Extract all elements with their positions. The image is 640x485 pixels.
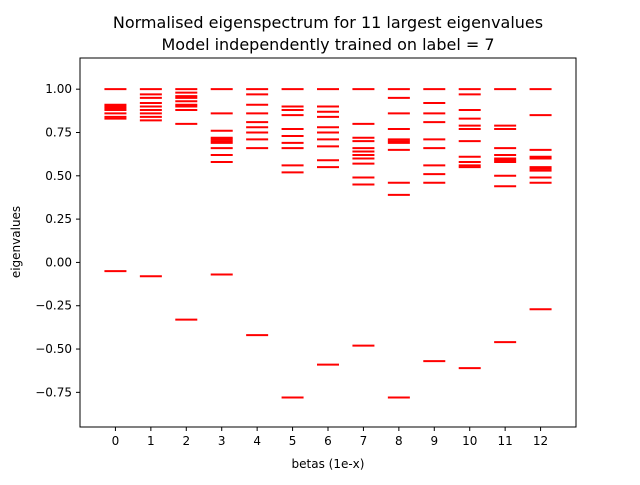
x-tick-label: 8	[395, 434, 403, 448]
y-tick-label: −0.75	[35, 385, 72, 399]
beta-4-eigenvalues	[246, 88, 269, 337]
beta-12-eigenvalues	[529, 88, 552, 311]
x-tick-label: 6	[324, 434, 332, 448]
y-axis-label: eigenvalues	[9, 206, 23, 278]
chart-subtitle: Model independently trained on label = 7	[161, 35, 494, 54]
x-tick-label: 12	[533, 434, 548, 448]
y-tick-label: 0.25	[45, 212, 72, 226]
x-tick-label: 1	[147, 434, 155, 448]
x-tick-label: 0	[112, 434, 120, 448]
beta-5-eigenvalues	[281, 88, 304, 399]
x-tick-label: 3	[218, 434, 226, 448]
beta-2-eigenvalues	[175, 88, 198, 321]
x-axis-ticks: 0 1 2 3 4 5 6 7 8 9 10 11 12	[112, 427, 548, 448]
eigenvalue-marks	[104, 88, 552, 399]
beta-6-eigenvalues	[317, 88, 339, 366]
plot-frame	[79, 57, 577, 428]
beta-1-eigenvalues	[139, 88, 162, 278]
x-tick-label: 2	[182, 434, 190, 448]
beta-10-eigenvalues	[458, 88, 481, 370]
beta-7-eigenvalues	[352, 88, 375, 347]
y-tick-label: −0.25	[35, 299, 72, 313]
y-tick-label: 0.75	[45, 125, 72, 139]
y-axis-ticks: −0.75 −0.50 −0.25 0.00 0.25 0.50 0.75 1.00	[35, 82, 80, 399]
chart-title: Normalised eigenspectrum for 11 largest …	[113, 13, 543, 32]
y-tick-label: 1.00	[45, 82, 72, 96]
x-tick-label: 4	[253, 434, 261, 448]
x-tick-label: 5	[289, 434, 297, 448]
y-tick-label: 0.50	[45, 169, 72, 183]
beta-0-eigenvalues	[104, 88, 127, 273]
beta-8-eigenvalues	[387, 88, 410, 399]
beta-11-eigenvalues	[494, 88, 517, 344]
x-tick-label: 10	[462, 434, 477, 448]
x-tick-label: 11	[498, 434, 513, 448]
y-tick-label: 0.00	[45, 255, 72, 269]
beta-3-eigenvalues	[210, 88, 233, 276]
x-tick-label: 9	[430, 434, 438, 448]
y-tick-label: −0.50	[35, 342, 72, 356]
beta-9-eigenvalues	[423, 88, 446, 363]
x-axis-label: betas (1e-x)	[292, 457, 365, 471]
x-tick-label: 7	[360, 434, 368, 448]
